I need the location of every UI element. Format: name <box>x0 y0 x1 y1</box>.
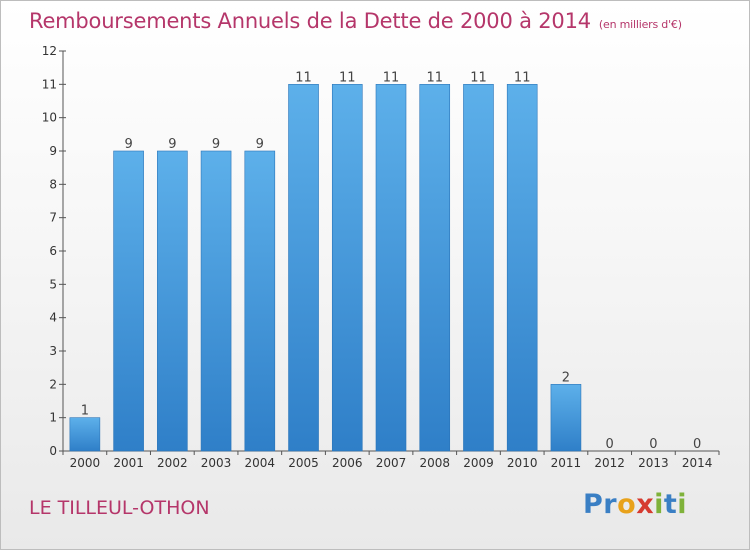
data-label: 11 <box>383 70 400 85</box>
chart-subtitle: (en milliers d'€) <box>598 18 682 31</box>
chart-title: Remboursements Annuels de la Dette de 20… <box>29 9 682 33</box>
logo-letter: i <box>654 489 664 520</box>
y-tick-label: 9 <box>49 144 57 158</box>
data-label: 0 <box>606 437 614 452</box>
data-label: 11 <box>514 70 531 85</box>
data-label: 11 <box>426 70 443 85</box>
x-tick-label: 2014 <box>682 456 713 470</box>
data-label: 0 <box>693 437 701 452</box>
y-tick-label: 8 <box>49 177 57 191</box>
bar <box>506 84 538 452</box>
y-tick-label: 11 <box>42 77 57 91</box>
y-tick-label: 2 <box>49 377 57 391</box>
bar <box>550 384 582 452</box>
bar <box>200 150 232 452</box>
y-tick-label: 6 <box>49 244 57 258</box>
data-label: 9 <box>256 137 264 152</box>
x-tick-label: 2003 <box>201 456 232 470</box>
bar <box>244 150 276 452</box>
data-label: 11 <box>295 70 312 85</box>
y-tick-label: 5 <box>49 277 57 291</box>
bar <box>69 417 101 452</box>
x-tick-label: 2012 <box>594 456 625 470</box>
logo-letter: P <box>583 489 604 520</box>
logo-letter: o <box>617 489 637 520</box>
data-label: 2 <box>562 370 570 385</box>
y-tick-label: 0 <box>49 444 57 458</box>
x-tick-label: 2005 <box>288 456 319 470</box>
data-label: 0 <box>649 437 657 452</box>
x-tick-label: 2000 <box>70 456 101 470</box>
x-tick-label: 2011 <box>551 456 582 470</box>
x-tick-label: 2010 <box>507 456 538 470</box>
bar <box>288 84 319 452</box>
logo-letter: x <box>636 489 655 520</box>
logo-letter: r <box>603 489 618 520</box>
commune-name: LE TILLEUL-OTHON <box>29 497 210 519</box>
y-tick-label: 12 <box>42 44 57 58</box>
bar <box>157 150 188 452</box>
x-tick-label: 2008 <box>419 456 450 470</box>
y-tick-label: 1 <box>49 411 57 425</box>
bar <box>331 84 363 452</box>
data-label: 9 <box>168 137 176 152</box>
bar <box>419 84 451 452</box>
x-tick-label: 2013 <box>638 456 669 470</box>
data-label: 9 <box>124 137 132 152</box>
bar <box>375 84 407 452</box>
x-tick-label: 2009 <box>463 456 494 470</box>
data-label: 9 <box>212 137 220 152</box>
y-tick-label: 7 <box>49 211 57 225</box>
logo-letter: t <box>663 489 678 520</box>
data-label: 1 <box>81 404 89 419</box>
x-tick-label: 2001 <box>113 456 144 470</box>
y-tick-label: 3 <box>49 344 57 358</box>
data-label: 11 <box>339 70 356 85</box>
bar <box>463 84 494 452</box>
x-tick-label: 2007 <box>376 456 407 470</box>
x-tick-label: 2002 <box>157 456 188 470</box>
proxiti-logo: Proxiti <box>583 489 687 520</box>
bar <box>113 150 144 452</box>
y-tick-label: 4 <box>49 311 57 325</box>
chart-title-text: Remboursements Annuels de la Dette de 20… <box>29 9 591 33</box>
logo-letter: i <box>677 489 688 520</box>
x-tick-label: 2006 <box>332 456 363 470</box>
data-label: 11 <box>470 70 487 85</box>
x-tick-label: 2004 <box>245 456 276 470</box>
y-tick-label: 10 <box>42 111 57 125</box>
